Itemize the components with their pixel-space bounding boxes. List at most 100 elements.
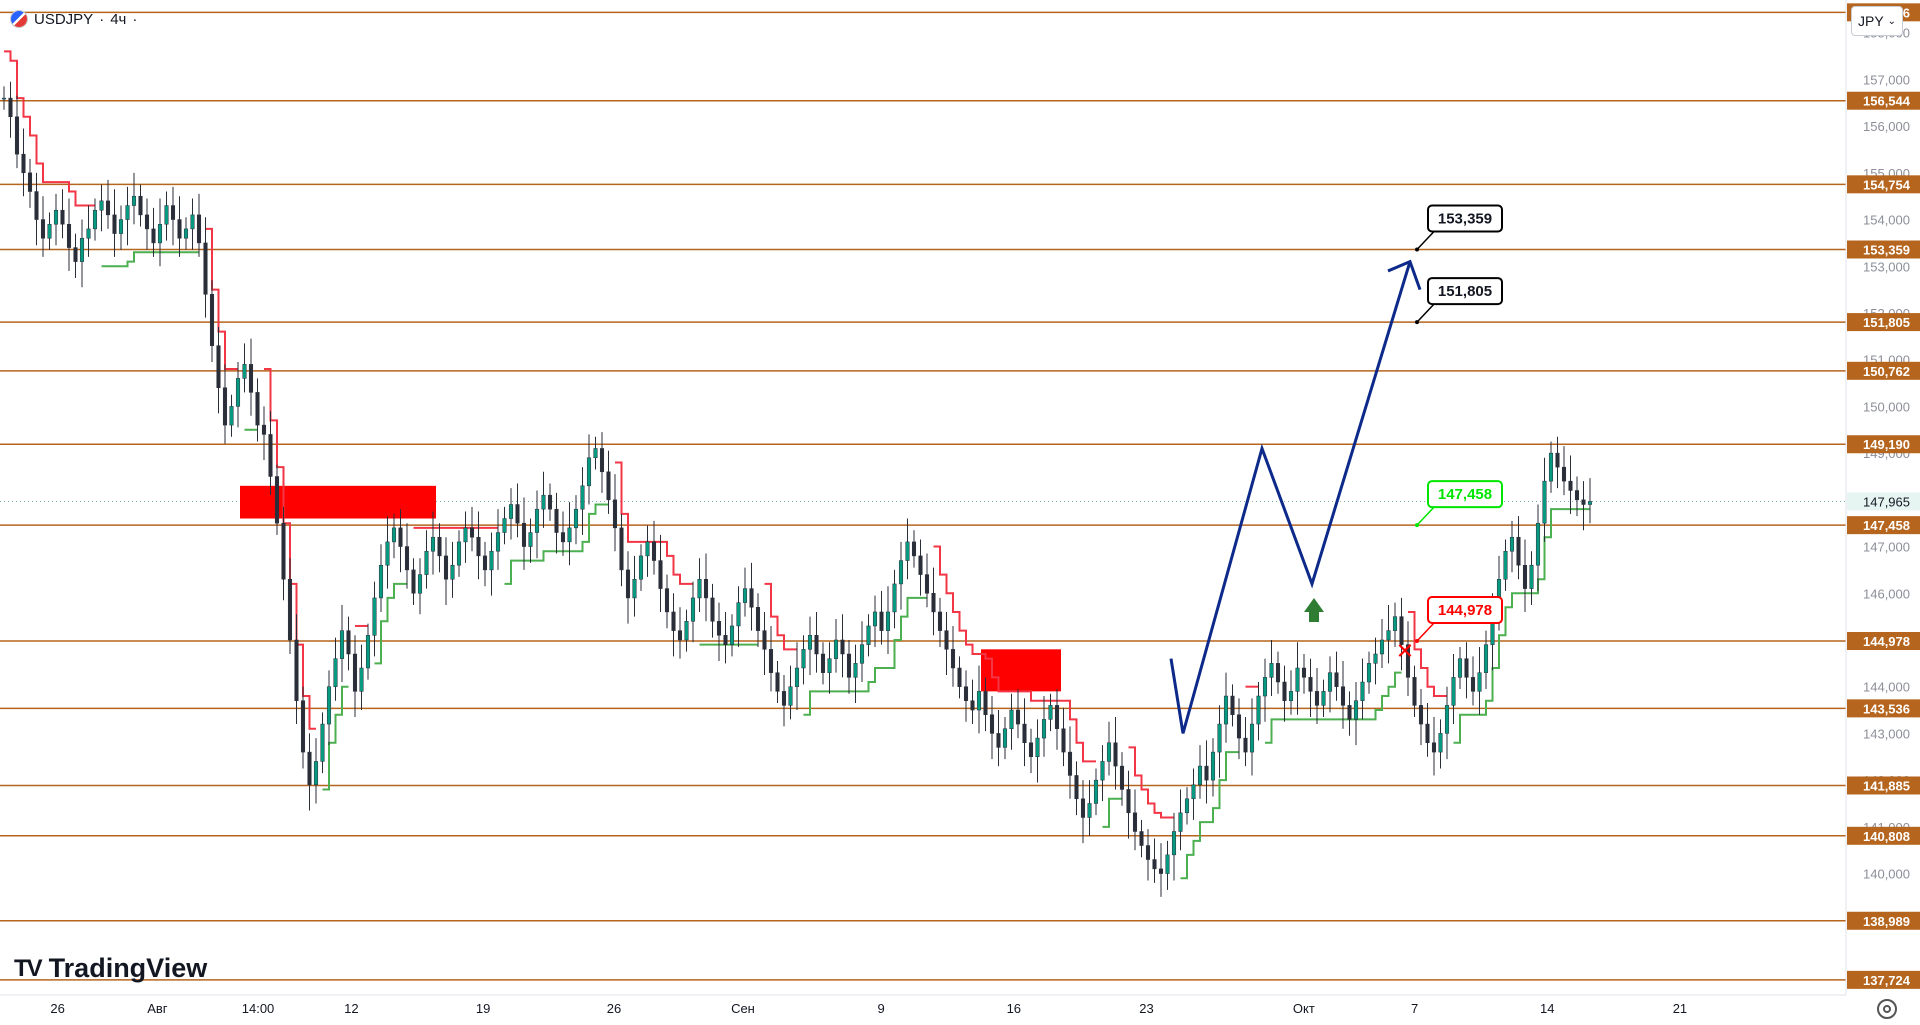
candle-body xyxy=(300,700,306,753)
candle-body xyxy=(1386,630,1391,641)
candle-body xyxy=(1379,639,1385,655)
time-axis: 26 Авг 14:00 12 19 26 Сен 9 16 23 Окт 7 14 21 xyxy=(0,994,1846,1016)
target-2-box xyxy=(1427,204,1503,233)
candle-body xyxy=(931,593,936,613)
x-tick-label: 9 xyxy=(878,1001,885,1016)
candle-body xyxy=(677,630,683,641)
candle-body xyxy=(424,550,429,575)
trailing-stop xyxy=(4,50,1590,880)
trailing-stop-line xyxy=(933,545,1096,763)
candle-body xyxy=(1262,677,1268,697)
candle-body xyxy=(593,448,598,459)
candle-body xyxy=(73,247,78,262)
candle-body xyxy=(190,214,195,230)
candle-body xyxy=(898,560,904,585)
candle-body xyxy=(1399,616,1404,645)
x-tick-label: 23 xyxy=(1139,1001,1153,1016)
candle-body xyxy=(1275,663,1281,683)
price-labels: 153,359 151,805 147,458 144,978 ✕ xyxy=(1396,204,1503,664)
stop-label: 144,978 xyxy=(1438,602,1492,619)
candle-body xyxy=(996,733,1001,748)
candle-body xyxy=(1158,868,1164,874)
candle-body xyxy=(840,639,845,655)
trailing-stop-line xyxy=(264,368,316,730)
level-tag-label: 138,989 xyxy=(1863,914,1910,929)
candle-body xyxy=(580,485,585,510)
candle-body xyxy=(1015,709,1021,725)
candle-body xyxy=(944,630,949,650)
level-tag xyxy=(1847,911,1920,930)
level-tag xyxy=(1847,175,1920,194)
x-tick-label: 26 xyxy=(50,1001,64,1016)
interval: 4ч xyxy=(110,10,127,28)
candle-body xyxy=(229,406,234,426)
candle-body xyxy=(222,387,228,426)
candle-body xyxy=(1022,723,1027,743)
level-tag-label: 147,458 xyxy=(1863,518,1910,533)
gear-icon[interactable] xyxy=(1877,999,1897,1019)
candle-body xyxy=(242,364,247,379)
candle-body xyxy=(1366,663,1372,683)
candle-body xyxy=(333,658,338,687)
level-tag-label: 153,359 xyxy=(1863,242,1910,257)
candle-body xyxy=(1360,681,1365,701)
candle-body xyxy=(79,237,85,262)
candle-body xyxy=(918,555,923,575)
level-tag xyxy=(1847,699,1920,718)
candle-body xyxy=(892,583,897,613)
stop-leader xyxy=(1416,622,1435,642)
level-tag-label: 143,536 xyxy=(1863,701,1910,716)
candle-body xyxy=(1353,700,1359,720)
entry-leader xyxy=(1416,506,1435,526)
candle-body xyxy=(417,574,423,594)
candle-body xyxy=(801,649,806,669)
flag-icon xyxy=(10,10,28,28)
x-tick-label: Авг xyxy=(147,1001,168,1016)
candle-body xyxy=(1308,677,1313,692)
candle-body xyxy=(1113,742,1118,767)
candle-body xyxy=(515,504,520,524)
x-tick-label: 14 xyxy=(1540,1001,1554,1016)
candle-body xyxy=(352,653,358,692)
candle-body xyxy=(1412,677,1417,706)
candle-body xyxy=(1288,691,1294,701)
candle-body xyxy=(209,294,215,346)
symbol-header[interactable]: USDJPY · 4ч · xyxy=(10,10,137,28)
candle-body xyxy=(534,508,540,533)
candle-body xyxy=(827,658,832,673)
header-separator: · xyxy=(99,10,105,28)
last-price-label: 147,965 xyxy=(1863,494,1910,509)
candle-body xyxy=(1204,765,1209,781)
candle-body xyxy=(775,672,780,692)
candle-body xyxy=(1327,672,1333,692)
trailing-stop-line xyxy=(615,461,693,585)
candle-body xyxy=(528,532,533,547)
candle-body xyxy=(1587,501,1593,505)
y-tick-label: 140,000 xyxy=(1863,867,1910,882)
candle-body xyxy=(541,494,546,510)
tradingview-logo[interactable]: TV TradingView xyxy=(14,953,207,984)
candle-body xyxy=(1568,480,1573,491)
level-tag-label: 156,544 xyxy=(1863,94,1911,109)
level-tag-label: 141,885 xyxy=(1863,778,1910,793)
candle-body xyxy=(1561,466,1567,482)
candle-body xyxy=(261,424,267,435)
price-axis: 140,000141,000142,000143,000144,000145,0… xyxy=(1845,0,1920,1025)
currency-select[interactable]: JPY ⌄ xyxy=(1851,6,1903,36)
candle-body xyxy=(372,597,377,636)
candle-body xyxy=(742,588,748,603)
trailing-stop-line xyxy=(1180,751,1239,880)
candle-body xyxy=(853,663,858,678)
candle-body xyxy=(463,527,468,543)
candle-body xyxy=(1048,705,1053,720)
candle-body xyxy=(645,541,650,557)
candle-body xyxy=(287,578,293,641)
candle-body xyxy=(1009,709,1014,729)
candles xyxy=(1,81,1593,897)
trailing-stop-line xyxy=(101,251,199,268)
candle-body xyxy=(1347,705,1352,720)
x-tick-label: 14:00 xyxy=(242,1001,275,1016)
candle-body xyxy=(794,667,800,687)
candle-body xyxy=(1243,737,1248,753)
